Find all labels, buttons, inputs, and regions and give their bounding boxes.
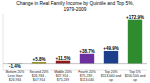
data-label: +5.8%	[33, 57, 46, 62]
tick-label-line: up	[109, 78, 113, 82]
tick-label-line: $113,040	[80, 78, 94, 82]
data-label: +49.9%	[103, 46, 118, 51]
bars	[8, 20, 142, 64]
title: Change in Real Family Income by Quintile…	[16, 1, 134, 6]
data-label: -1.4%	[9, 64, 21, 69]
tick-label: Bottom 20%Less than$26,934	[6, 70, 24, 82]
tick-label-line: $47,914	[33, 78, 45, 82]
tick-label: Top 5%$200,500 andup	[125, 70, 146, 82]
x-axis-line	[3, 70, 147, 71]
data-label: +11.5%	[55, 56, 70, 61]
bar	[128, 20, 142, 64]
tick-label: Middle 20%$47,914 -$75,239	[54, 70, 72, 82]
chart: Change in Real Family Income by Quintile…	[0, 0, 150, 83]
y-axis-line	[3, 14, 4, 70]
baseline	[3, 63, 147, 64]
bar	[80, 54, 94, 64]
data-label: +38.7%	[79, 49, 94, 54]
bar	[56, 61, 70, 64]
subtitle: 1979-2009	[64, 7, 87, 12]
tick-label: Second 20%$26,934 -$47,914	[29, 70, 48, 82]
tick-label-line: up	[133, 78, 137, 82]
tick-label-line: $75,239	[57, 78, 69, 82]
tick-label: Top 20%$113,040 andup	[101, 70, 122, 82]
tick-label: Fourth 20%$75,239 -$113,040	[78, 70, 96, 82]
bar	[104, 51, 118, 64]
tick-label-line: $26,934	[9, 78, 21, 82]
data-label: +172.9%	[126, 15, 144, 20]
